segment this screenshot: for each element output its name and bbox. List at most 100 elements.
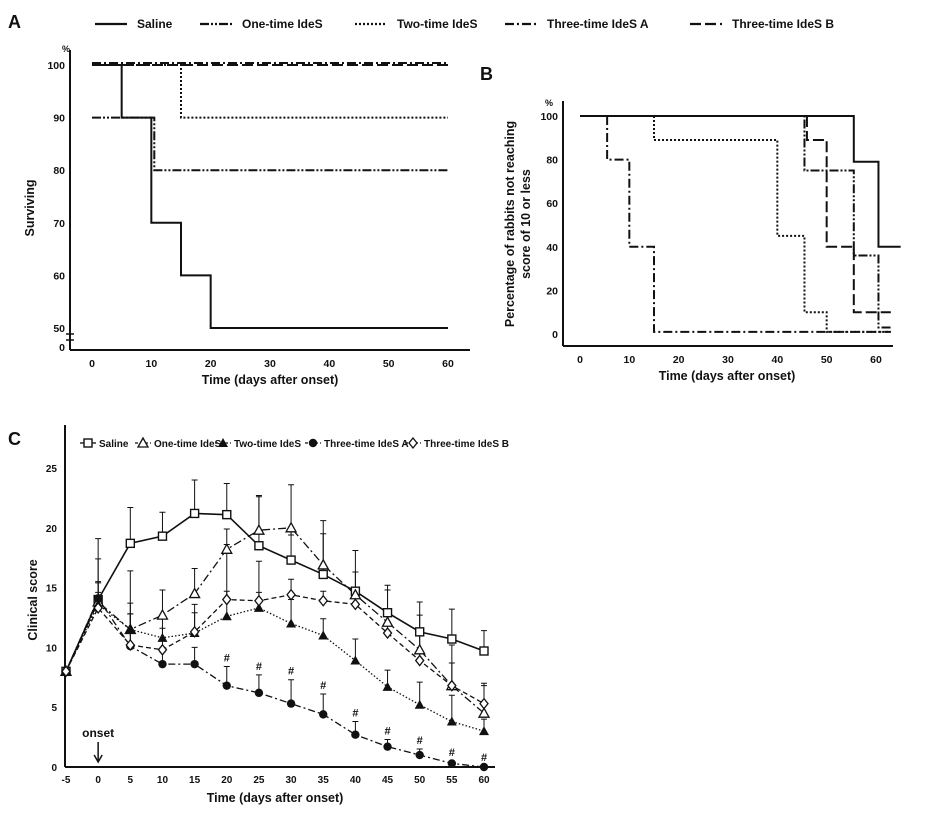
x-tick-label: 0 [577,354,583,366]
marker-three-time-ides-a [222,681,231,690]
y-tick-label: 90 [53,113,65,125]
marker-saline [447,634,457,644]
panel-label-A: A [8,12,21,32]
marker-one-time-ides [284,521,298,533]
y-tick-label: 100 [540,111,558,123]
marker-saline [382,608,393,618]
marker-legend-two-time-ides [218,438,228,447]
series-line-three-time-ides-a [65,597,485,768]
y-unit: % [62,44,70,54]
marker-three-time-ides-b [93,601,103,614]
significance-mark: # [481,752,487,764]
x-tick-label: 5 [128,775,134,786]
marker-three-time-ides-a [447,759,457,768]
marker-three-time-ides-a [319,710,328,719]
y-axis-label-line2: score of 10 or less [519,169,533,279]
y-tick-label: 80 [546,155,558,167]
x-tick-label: 20 [205,358,217,370]
marker-three-time-ides-b [479,697,489,710]
marker-three-time-ides-b [157,643,168,656]
x-tick-label: 60 [870,354,882,366]
legend-label-three-time-ides-b: Three-time IdeS B [424,439,509,450]
panel-c-chart: -5 0 5 10 15 20 25 30 35 40 45 50 55 60 0 5 10 15 20 25 Time… [26,425,509,805]
x-tick-label: 60 [442,358,454,370]
x-axis-label: Time (days after onset) [207,791,344,805]
marker-one-time-ides [477,706,491,718]
panel-label-C: C [8,429,21,449]
marker-one-time-ides [252,523,266,535]
y-tick-label: 70 [53,218,65,230]
marker-three-time-ides-a [254,688,264,698]
marker-legend-three-time-ides-b [408,436,418,450]
x-tick-label: 55 [446,775,458,786]
marker-three-time-ides-a [351,730,360,739]
marker-two-time-ides [125,624,136,634]
marker-three-time-ides-b [286,588,296,601]
x-tick-label: 60 [478,775,490,786]
series-line-saline [92,64,448,329]
legend-label-three-time-ides-a: Three-time IdeS A [324,439,409,450]
x-tick-label: 50 [821,354,833,366]
legend-label-three-time-ides-b: Three-time IdeS B [732,17,834,31]
legend-label-one-time-ides: One-time IdeS [154,439,222,450]
series-line-two-time-ides [653,116,891,333]
marker-three-time-ides-a [415,750,424,760]
marker-legend-one-time-ides [136,436,150,448]
marker-one-time-ides [188,587,201,599]
marker-three-time-ides-b [382,627,393,640]
marker-one-time-ides [156,608,169,620]
error-bar-saline [448,608,455,640]
y-tick-label: 0 [552,329,558,341]
y-tick-label: 20 [546,285,558,297]
y-tick-label: 20 [46,524,58,535]
y-tick-label: 25 [46,464,58,475]
x-tick-label: 10 [157,775,169,786]
y-tick-label: 0 [51,763,57,774]
x-tick-label: -5 [62,775,71,786]
marker-two-time-ides [446,716,457,726]
x-tick-label: 10 [145,358,157,370]
x-tick-label: 50 [414,775,426,786]
marker-three-time-ides-b [447,679,457,692]
x-tick-label: 25 [253,775,265,786]
marker-three-time-ides-a [383,742,392,751]
y-break-tick-label: 0 [59,342,65,354]
marker-three-time-ides-b [125,638,136,652]
marker-three-time-ides-a [190,659,199,669]
y-tick-label: 10 [46,643,58,654]
x-tick-label: 0 [95,775,101,786]
series-line-one-time-ides [92,116,448,172]
significance-mark: # [384,725,390,737]
marker-two-time-ides [221,611,232,621]
marker-saline [157,531,168,541]
panel-label-B: B [480,64,493,84]
legend-label-two-time-ides: Two-time IdeS [234,439,301,450]
marker-one-time-ides [413,643,426,655]
x-tick-label: 30 [722,354,734,366]
marker-three-time-ides-b [414,654,425,667]
legend-label-two-time-ides: Two-time IdeS [397,17,477,31]
x-tick-label: 35 [318,775,330,786]
error-bar-saline [127,506,134,544]
x-tick-label: 0 [89,358,95,370]
marker-three-time-ides-b [221,593,232,606]
marker-saline [222,509,232,520]
y-tick-label: 60 [546,198,558,210]
error-bar-saline [191,479,198,514]
onset-annotation: onset [82,726,114,740]
legend-label-saline: Saline [99,439,129,450]
marker-saline [318,569,328,580]
x-tick-label: 40 [350,775,362,786]
x-tick-label: 40 [771,354,783,366]
series-line-three-time-ides-a [606,116,891,333]
x-tick-label: 40 [323,358,335,370]
marker-saline [414,627,425,637]
x-axis-label: Time (days after onset) [202,373,339,387]
y-unit: % [545,98,553,108]
marker-three-time-ides-a [286,699,296,708]
marker-two-time-ides [382,681,393,691]
series-line-saline [65,512,485,672]
marker-three-time-ides-a [158,659,167,669]
y-tick-label: 40 [546,242,558,254]
